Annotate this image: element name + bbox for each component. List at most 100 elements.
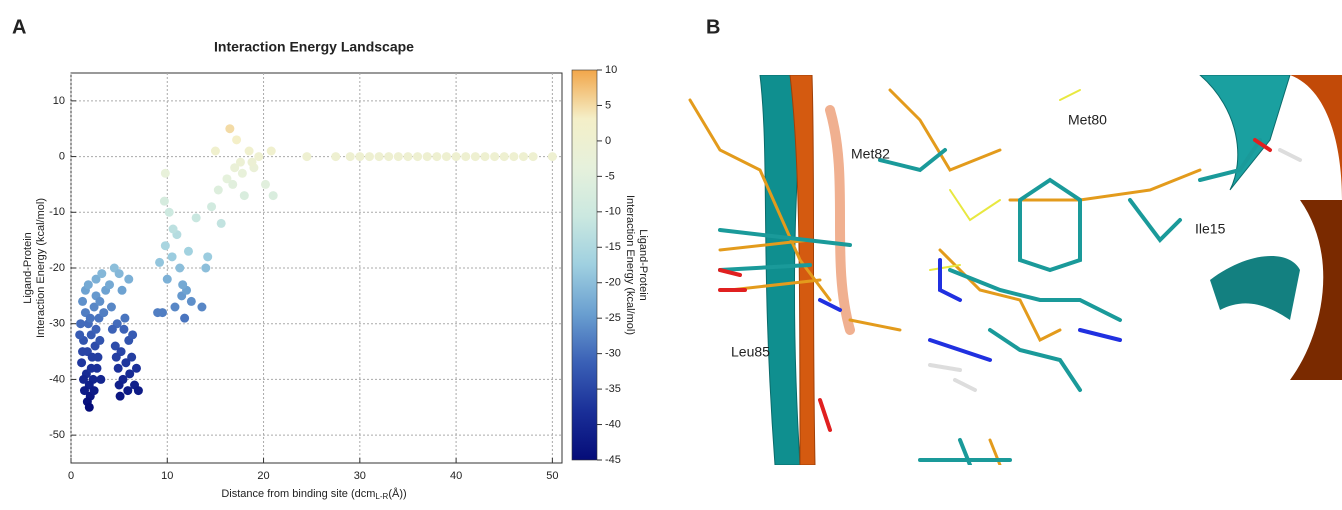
point [225, 124, 235, 134]
point [160, 168, 170, 178]
point [490, 152, 500, 162]
point [133, 386, 143, 396]
y-tick-label: -20 [49, 262, 65, 274]
x-tick-label: 0 [68, 470, 74, 482]
point [345, 152, 355, 162]
x-tick-label: 40 [450, 470, 462, 482]
point [86, 363, 96, 373]
point [93, 352, 103, 362]
point [167, 252, 177, 262]
point [266, 146, 276, 156]
point [461, 152, 471, 162]
colorbar-tick-label: -35 [605, 383, 621, 395]
point [254, 152, 264, 162]
point [499, 152, 509, 162]
point [247, 157, 257, 167]
point [228, 179, 238, 189]
point [91, 324, 101, 334]
point [155, 257, 165, 267]
point [302, 152, 312, 162]
point [85, 313, 95, 323]
point [160, 241, 170, 251]
point [78, 296, 88, 306]
colorbar [571, 69, 598, 461]
y-tick-label: -50 [49, 429, 65, 441]
point [213, 185, 223, 195]
point [237, 168, 247, 178]
point [260, 179, 270, 189]
point [331, 152, 341, 162]
y-tick-label: 10 [53, 95, 65, 107]
colorbar-tick-label: -10 [605, 206, 621, 218]
point [374, 152, 384, 162]
point [201, 263, 211, 273]
point [76, 319, 86, 329]
residue-label: Met82 [851, 146, 890, 162]
chart-title: Interaction Energy Landscape [214, 39, 414, 55]
point [222, 174, 232, 184]
point [99, 308, 109, 318]
point [235, 157, 245, 167]
colorbar-tick-label: -40 [605, 418, 621, 430]
point [191, 213, 201, 223]
point [207, 202, 217, 212]
colorbar-tick-label: -5 [605, 170, 615, 182]
point [124, 274, 134, 284]
point [518, 152, 528, 162]
x-axis-label: Distance from binding site (dcmL-R(Å)) [221, 487, 406, 501]
panel-label: A [12, 16, 26, 38]
panel-label: B [706, 16, 720, 38]
point [77, 358, 87, 368]
point [83, 280, 93, 290]
y-axis-label: Ligand-Protein [22, 232, 34, 304]
colorbar-tick-label: -15 [605, 241, 621, 253]
point [107, 324, 117, 334]
point [110, 341, 120, 351]
point [111, 352, 121, 362]
point [97, 269, 107, 279]
point [203, 252, 213, 262]
point [119, 324, 129, 334]
residue-label: Met80 [1068, 112, 1107, 128]
point [123, 386, 133, 396]
point [441, 152, 451, 162]
point [451, 152, 461, 162]
point [470, 152, 480, 162]
point [432, 152, 442, 162]
point [84, 402, 94, 412]
point [162, 274, 172, 284]
colorbar-tick-label: 0 [605, 135, 611, 147]
point [230, 163, 240, 173]
point [422, 152, 432, 162]
colorbar-tick-label: -25 [605, 312, 621, 324]
x-tick-label: 20 [257, 470, 269, 482]
point [157, 308, 167, 318]
y-tick-label: -10 [49, 206, 65, 218]
colorbar-label: Interaction Energy (kcal/mol) [624, 195, 636, 335]
y-tick-label: -30 [49, 318, 65, 330]
x-tick-label: 30 [354, 470, 366, 482]
point [95, 335, 105, 345]
point [117, 285, 127, 295]
point [178, 280, 188, 290]
point [268, 191, 278, 201]
point [159, 196, 169, 206]
point [547, 152, 557, 162]
y-axis-label: Interaction Energy (kcal/mol) [35, 198, 47, 338]
point [114, 380, 124, 390]
point [197, 302, 207, 312]
point [95, 296, 105, 306]
point [180, 313, 190, 323]
point [480, 152, 490, 162]
point [131, 363, 141, 373]
point [232, 135, 242, 145]
point [413, 152, 423, 162]
x-label-end: (Å)) [388, 487, 406, 500]
point [528, 152, 538, 162]
residue-label: Leu85 [731, 344, 770, 360]
point [106, 302, 116, 312]
colorbar-tick-label: 5 [605, 99, 611, 111]
point [96, 374, 106, 384]
x-label-sub: L-R [375, 492, 388, 501]
